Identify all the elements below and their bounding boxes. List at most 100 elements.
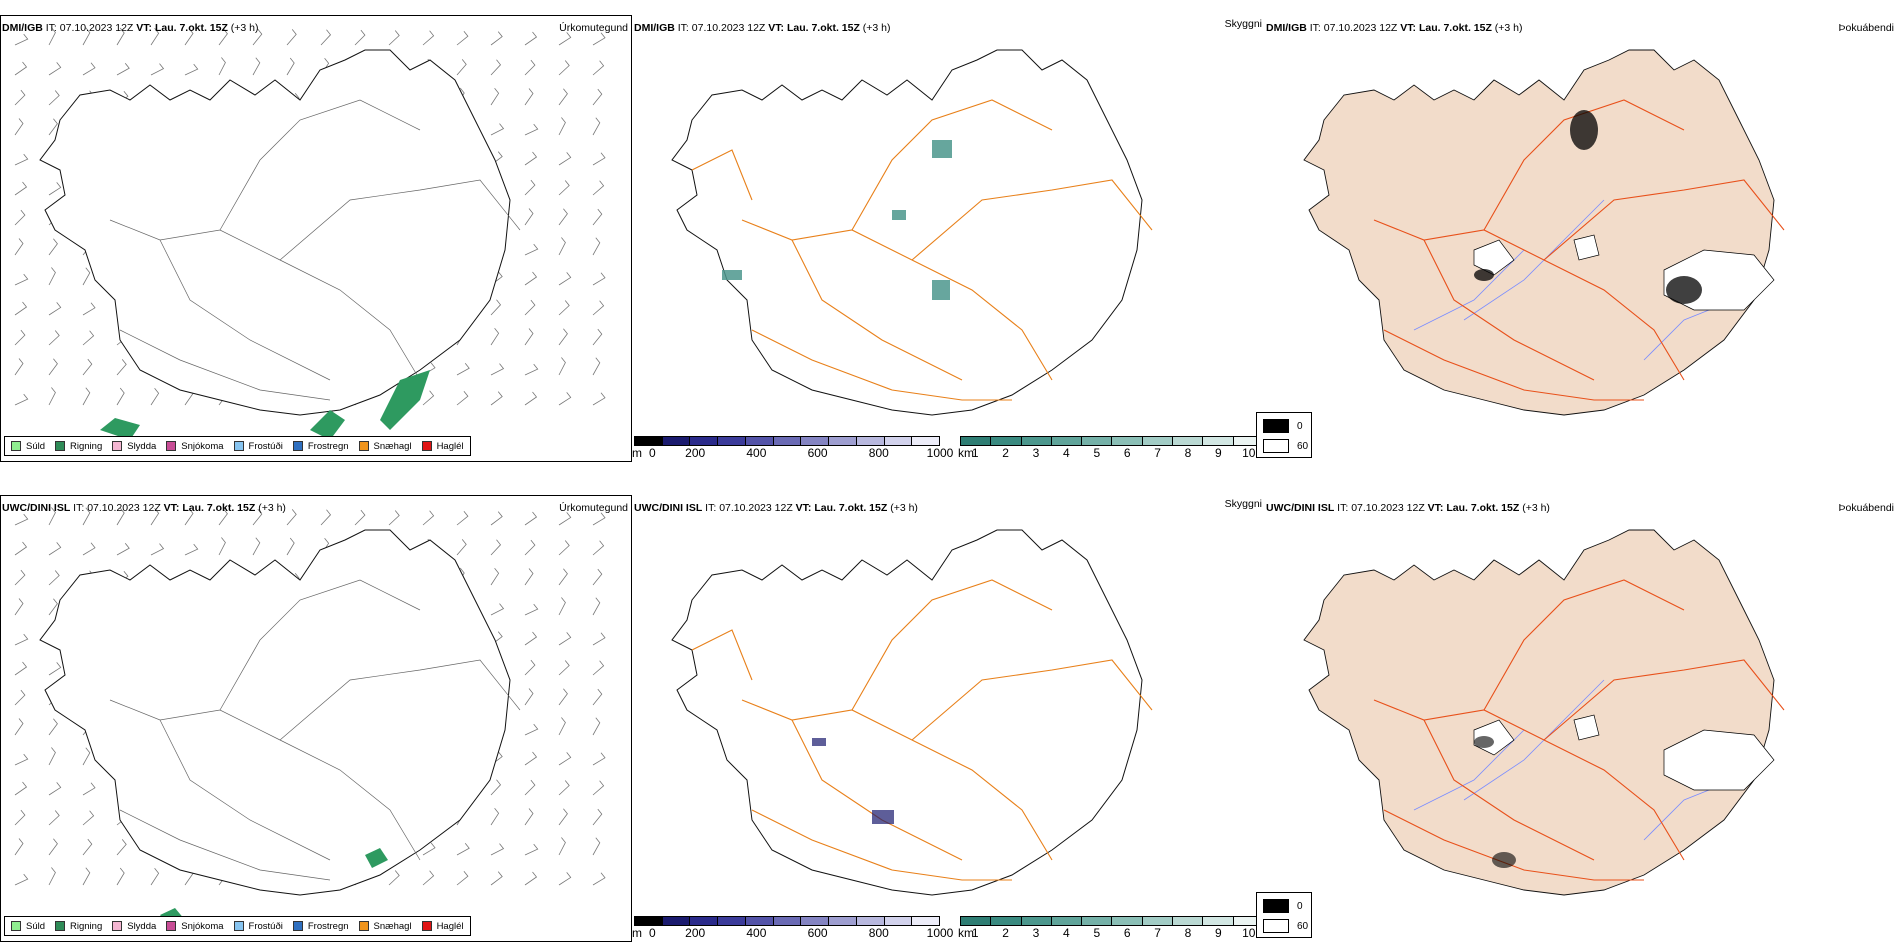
colorbar-cell bbox=[635, 917, 663, 925]
wind-barb bbox=[558, 328, 568, 346]
wind-barb bbox=[14, 301, 28, 316]
colorbar-cell bbox=[662, 917, 691, 925]
wind-barb bbox=[592, 632, 606, 646]
wind-barb bbox=[48, 718, 58, 736]
panel-title: UWC/DINI ISL IT: 07.10.2023 12Z VT: Lau.… bbox=[2, 502, 286, 514]
wind-barb bbox=[592, 660, 605, 676]
road-network bbox=[691, 99, 1153, 401]
precip-legend-item: Slydda bbox=[112, 921, 156, 932]
wind-barb bbox=[48, 570, 60, 586]
wind-barb bbox=[82, 747, 91, 766]
precip-map-row-1 bbox=[14, 507, 606, 925]
wind-barb bbox=[558, 688, 568, 706]
colorbar-unit: km bbox=[958, 446, 974, 460]
colorbar-tick: 400 bbox=[746, 926, 767, 940]
wind-barb bbox=[592, 392, 606, 406]
wind-barb bbox=[82, 838, 93, 856]
colorbar-tick: 1000 bbox=[926, 446, 954, 460]
legend-label: Frostúði bbox=[248, 440, 283, 452]
rain-area bbox=[380, 370, 430, 430]
colorbar-cell bbox=[1233, 917, 1263, 925]
wind-barb bbox=[490, 31, 503, 46]
colorbar-tick: 1 bbox=[971, 926, 979, 940]
legend-swatch bbox=[358, 921, 369, 931]
fog-legend-item: 60 bbox=[1263, 439, 1308, 453]
colorbar-cell bbox=[991, 917, 1022, 925]
wind-barb bbox=[524, 88, 534, 106]
wind-barb bbox=[456, 842, 470, 856]
legend-label: Haglél bbox=[436, 440, 464, 452]
legend-swatch bbox=[11, 921, 21, 931]
wind-barb bbox=[456, 59, 467, 76]
wind-barb bbox=[14, 689, 26, 706]
colorbar-tick: 7 bbox=[1154, 926, 1161, 940]
fog-legend-item: 0 bbox=[1263, 899, 1303, 913]
colorbar-cells bbox=[634, 916, 940, 926]
colorbar-cell bbox=[1142, 437, 1174, 445]
wind-barb bbox=[558, 872, 572, 886]
colorbar-unit: m bbox=[632, 446, 642, 460]
colorbar-cell bbox=[1112, 917, 1143, 925]
wind-barb bbox=[490, 843, 505, 856]
wind-barb bbox=[558, 180, 570, 196]
wind-barb bbox=[490, 539, 502, 556]
precip-legend-item: Frostúði bbox=[233, 440, 283, 452]
colorbar-tick: 10 bbox=[1242, 446, 1256, 460]
precip-panel-row-1: UWC/DINI ISL IT: 07.10.2023 12Z VT: Lau.… bbox=[0, 480, 632, 942]
wind-barb bbox=[524, 391, 538, 406]
legend-swatch bbox=[166, 441, 177, 451]
panel-type-label: Þokuábendi bbox=[1838, 502, 1894, 514]
wind-barb bbox=[558, 837, 566, 856]
colorbar-tick: 10 bbox=[1242, 926, 1256, 940]
wind-barb bbox=[524, 243, 539, 256]
colorbar-cell bbox=[1021, 917, 1052, 925]
colorbar-tick: 0 bbox=[649, 446, 656, 460]
wind-barb bbox=[558, 152, 572, 166]
wind-barb bbox=[286, 537, 295, 556]
precip-legend-item: Haglél bbox=[421, 921, 464, 932]
colorbar-tick: 4 bbox=[1063, 926, 1070, 940]
wind-barb bbox=[48, 330, 60, 346]
colorbar-cell bbox=[1082, 917, 1113, 925]
visibility-panel-row-1: UWC/DINI ISL IT: 07.10.2023 12Z VT: Lau.… bbox=[632, 480, 1264, 942]
precip-legend-item: Frostregn bbox=[292, 440, 349, 452]
panel-title: DMI/IGB IT: 07.10.2023 12Z VT: Lau. 7.ok… bbox=[634, 22, 891, 34]
wind-barb bbox=[252, 28, 263, 46]
colorbar-tick: 6 bbox=[1123, 926, 1131, 940]
wind-barb bbox=[592, 32, 606, 46]
wind-barb bbox=[524, 539, 536, 556]
wind-barb bbox=[490, 363, 505, 376]
colorbar-tick: 200 bbox=[685, 446, 706, 460]
legend-swatch bbox=[358, 441, 369, 451]
wind-barb bbox=[388, 30, 400, 46]
wind-barb bbox=[14, 873, 29, 886]
legend-label: Súld bbox=[26, 440, 46, 452]
wind-barb bbox=[14, 393, 29, 406]
legend-label: Frostregn bbox=[307, 440, 349, 452]
wind-barb bbox=[184, 508, 194, 526]
colorbar-cell bbox=[635, 437, 663, 445]
colorbar-tick: 9 bbox=[1215, 446, 1222, 460]
visibility-colorbar: km 1 2 3 4 5 6 7 8 9 10 bbox=[958, 436, 1264, 466]
wind-barb bbox=[490, 808, 500, 826]
wind-barb bbox=[524, 31, 538, 46]
wind-barb bbox=[558, 60, 570, 76]
wind-barb bbox=[524, 751, 538, 766]
elevation-colorbar: m 0 200 400 600 800 1000 bbox=[632, 436, 953, 466]
wind-barb bbox=[524, 843, 539, 856]
wind-barb bbox=[558, 117, 566, 136]
wind-barb bbox=[558, 357, 566, 376]
colorbar-tick: 3 bbox=[1032, 926, 1040, 940]
precip-legend-item: Súld bbox=[11, 441, 45, 452]
colorbar-cell bbox=[1112, 437, 1143, 445]
colorbar-tick: 8 bbox=[1184, 926, 1192, 940]
fog-map-row-1 bbox=[1264, 480, 1896, 942]
wind-barb bbox=[388, 870, 400, 886]
colorbar-tick: 2 bbox=[1002, 446, 1009, 460]
wind-barb bbox=[14, 753, 29, 766]
colorbar-cell bbox=[1051, 917, 1083, 925]
colorbar-tick: 6 bbox=[1123, 446, 1131, 460]
panel-title: UWC/DINI ISL IT: 07.10.2023 12Z VT: Lau.… bbox=[1266, 502, 1550, 514]
colorbar-cell bbox=[773, 917, 802, 925]
wind-barb bbox=[354, 29, 366, 46]
